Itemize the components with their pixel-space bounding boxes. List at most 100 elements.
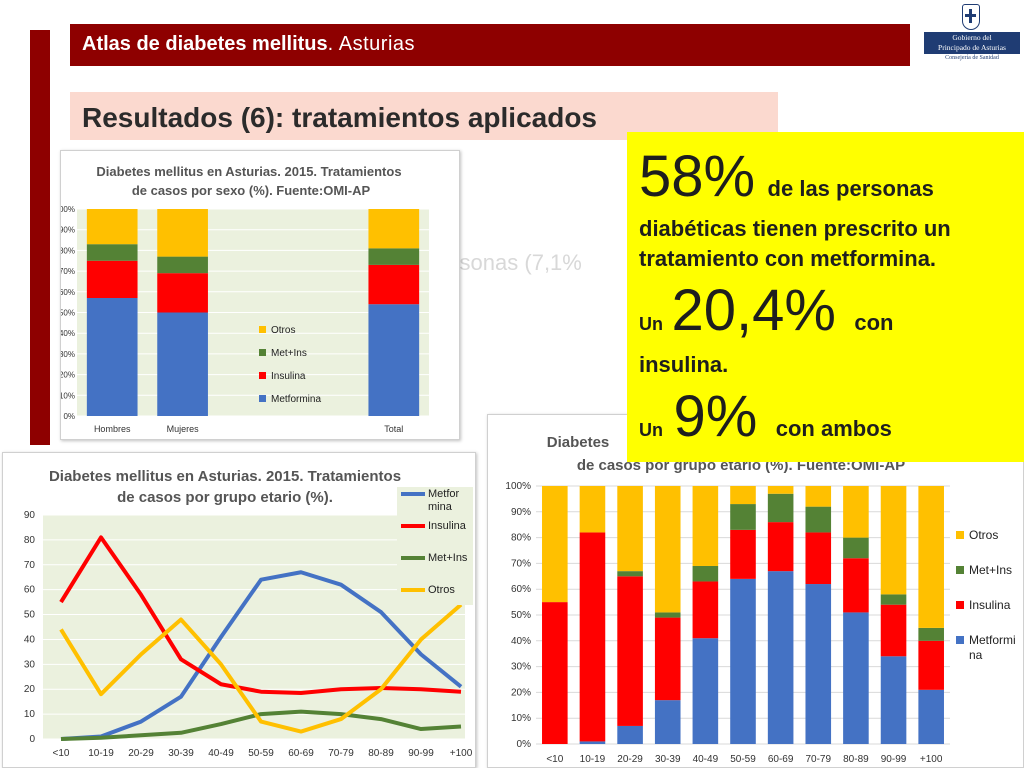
chart-title-line1: Diabetes mellitus en Asturias. 2015. Tra… <box>49 468 401 485</box>
bar-otros <box>579 486 606 533</box>
legend-swatch-metformina <box>956 636 964 644</box>
bar-insulina <box>805 532 832 585</box>
bar-met-ins <box>767 493 794 523</box>
callout-text-2b: insulina. <box>639 352 729 377</box>
x-category-label: 60-69 <box>288 748 314 759</box>
header-title: Atlas de diabetes mellitus. Asturias <box>82 33 415 56</box>
bar-met-ins <box>843 537 869 559</box>
y-tick-label: 10% <box>511 713 531 724</box>
bar-met-ins <box>730 504 756 530</box>
x-category-label: <10 <box>546 754 563 765</box>
bar-metformina <box>157 312 208 416</box>
line-insulina <box>59 535 462 695</box>
bar-insulina <box>157 273 208 313</box>
legend-swatch-insulina <box>956 601 964 609</box>
bar-insulina <box>730 529 756 579</box>
x-category-label: 20-29 <box>617 754 643 765</box>
bar-metformina <box>617 725 643 744</box>
x-category-label: 50-59 <box>248 748 274 759</box>
legend-swatch-metformina <box>259 395 266 402</box>
bar-met-ins <box>86 244 138 261</box>
accent-bar <box>30 30 50 445</box>
legend-label-metformina: Metfor <box>428 488 460 500</box>
y-tick-label: 20% <box>61 371 75 380</box>
y-tick-label: 100% <box>505 481 531 492</box>
legend-label-otros: Otros <box>969 528 998 542</box>
legend-label-met-ins: Met+Ins <box>428 552 468 564</box>
callout-text-1b: diabéticas tienen prescrito un <box>639 216 951 241</box>
legend-label-otros: Otros <box>428 584 455 596</box>
callout-text-1a: de las personas <box>767 176 934 201</box>
bar-met-ins <box>692 565 719 582</box>
bar-insulina <box>617 576 643 726</box>
x-category-label: Mujeres <box>167 424 200 434</box>
x-category-label: 80-89 <box>368 748 394 759</box>
bar-otros <box>86 209 138 245</box>
y-tick-label: 70% <box>511 558 531 569</box>
section-title-text: Resultados (6): tratamientos aplicados <box>82 102 598 133</box>
y-tick-label: 0% <box>517 739 532 750</box>
legend-label-metformina: na <box>969 648 983 662</box>
legend-swatch-met-ins <box>259 349 266 356</box>
bar-insulina <box>767 522 794 572</box>
chart-sex-panel: Diabetes mellitus en Asturias. 2015. Tra… <box>60 150 460 440</box>
legend-label-metformina: Metformina <box>271 394 321 405</box>
y-tick-label: 40% <box>61 329 75 338</box>
section-title: Resultados (6): tratamientos aplicados <box>70 92 778 140</box>
bar-otros <box>730 486 756 505</box>
x-category-label: +100 <box>920 754 943 765</box>
header-title-sep: . <box>327 33 334 55</box>
y-tick-label: 30 <box>24 659 36 670</box>
legend-swatch-otros <box>259 326 266 333</box>
logo-line3: Consejería de Sanidad <box>945 55 999 61</box>
x-category-label: +100 <box>450 748 473 759</box>
x-category-label: 90-99 <box>408 748 434 759</box>
legend-swatch-insulina <box>259 372 266 379</box>
chart-age-line-panel: Diabetes mellitus en Asturias. 2015. Tra… <box>2 452 476 768</box>
y-tick-label: 50% <box>61 309 75 318</box>
line-metformina <box>60 570 463 741</box>
x-category-label: Total <box>384 424 403 434</box>
bar-insulina <box>654 617 681 701</box>
y-tick-label: 30% <box>61 350 75 359</box>
bar-otros <box>918 486 944 628</box>
x-category-label: <10 <box>53 748 70 759</box>
y-tick-label: 90 <box>24 510 36 521</box>
legend-label-insulina: Insulina <box>271 371 306 382</box>
bar-otros <box>654 486 681 613</box>
y-tick-label: 0% <box>63 412 75 421</box>
callout-ambos-pct: 9% <box>673 384 758 449</box>
y-tick-label: 80% <box>511 533 531 544</box>
x-category-label: 40-49 <box>208 748 234 759</box>
y-tick-label: 10% <box>61 391 75 400</box>
line-met-ins <box>60 709 462 741</box>
bar-insulina <box>368 264 420 305</box>
bar-met-ins <box>617 571 643 577</box>
y-tick-label: 70 <box>24 560 36 571</box>
y-tick-label: 10 <box>24 709 36 720</box>
bar-otros <box>617 486 643 572</box>
callout-box: 58% de las personas diabéticas tienen pr… <box>627 132 1024 462</box>
y-tick-label: 50% <box>511 610 531 621</box>
bar-metformina <box>692 638 719 744</box>
bar-insulina <box>579 532 606 742</box>
y-tick-label: 80 <box>24 535 36 546</box>
legend-box <box>397 487 473 605</box>
header-title-region: Asturias <box>338 33 416 55</box>
bar-otros <box>692 486 719 566</box>
bar-otros <box>542 486 568 603</box>
y-tick-label: 40% <box>511 636 531 647</box>
x-category-label: 30-39 <box>655 754 681 765</box>
y-tick-label: 20% <box>511 687 531 698</box>
logo-line2: Principado de Asturias <box>938 43 1006 52</box>
chart-age-line: Diabetes mellitus en Asturias. 2015. Tra… <box>24 468 473 759</box>
chart-sex: Diabetes mellitus en Asturias. 2015. Tra… <box>61 164 429 434</box>
x-category-label: 20-29 <box>128 748 154 759</box>
bar-metformina <box>730 578 756 744</box>
bar-met-ins <box>880 594 907 605</box>
bar-met-ins <box>918 627 944 641</box>
bar-metformina <box>843 612 869 744</box>
y-tick-label: 100% <box>61 205 75 214</box>
legend-swatch-met-ins <box>956 566 964 574</box>
